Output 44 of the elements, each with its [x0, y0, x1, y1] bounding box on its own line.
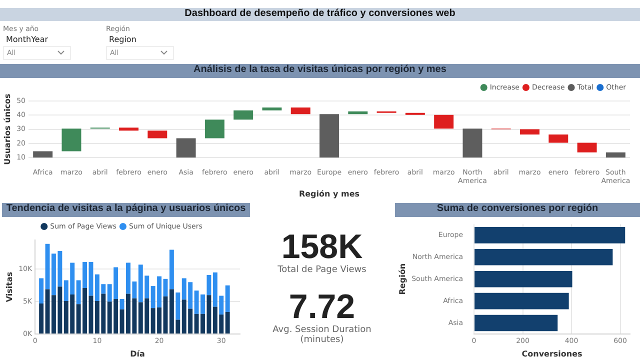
bar: [204, 120, 224, 138]
bar: [474, 292, 569, 310]
text: MonthYear: [6, 35, 50, 44]
bar: [462, 128, 482, 158]
bar: [33, 151, 53, 158]
x-axis-title: Conversiones: [522, 349, 583, 358]
bar: [39, 278, 44, 304]
chart-title: Suma de conversiones por región: [395, 203, 640, 217]
bar: [290, 108, 310, 114]
y-axis-title: Región: [398, 263, 407, 295]
bar: [474, 270, 572, 288]
bar: [474, 227, 626, 244]
bar: [62, 128, 82, 152]
x-axis-title: Región y mes: [298, 189, 360, 198]
chart-title: Tendencia de visitas a la página y usuarios únicos: [2, 203, 250, 217]
bar: [577, 142, 597, 152]
bar: [119, 128, 138, 131]
bar: [120, 298, 124, 310]
bar: [225, 285, 230, 312]
bar: [262, 108, 282, 110]
bar: [148, 130, 168, 138]
bar: [169, 250, 174, 290]
y-axis-title: Visitas: [4, 272, 14, 302]
bar: [176, 138, 196, 158]
chart-title: Análisis de la tasa de visitas únicas por región y mes: [0, 64, 640, 78]
bar: [434, 114, 454, 129]
text: Dashboard de desempeño de tráfico y conversiones web: [0, 8, 640, 21]
y-axis-title: Usuarios únicos: [2, 93, 12, 165]
bar: [225, 312, 230, 334]
bar: [548, 134, 568, 143]
text: 7.72: [288, 288, 356, 326]
text: Avg. Session Duration (minutes): [272, 325, 372, 345]
bar: [234, 110, 254, 120]
bar: [176, 292, 180, 320]
bar: [520, 129, 540, 135]
bar: [320, 114, 339, 158]
bar: [606, 152, 626, 158]
x-axis-title: Día: [130, 349, 145, 358]
text: 158K: [281, 228, 363, 266]
bar: [474, 249, 613, 266]
bar: [474, 314, 558, 332]
text: Region: [109, 35, 138, 44]
bar: [39, 304, 44, 334]
text: Total de Page Views: [276, 265, 368, 275]
